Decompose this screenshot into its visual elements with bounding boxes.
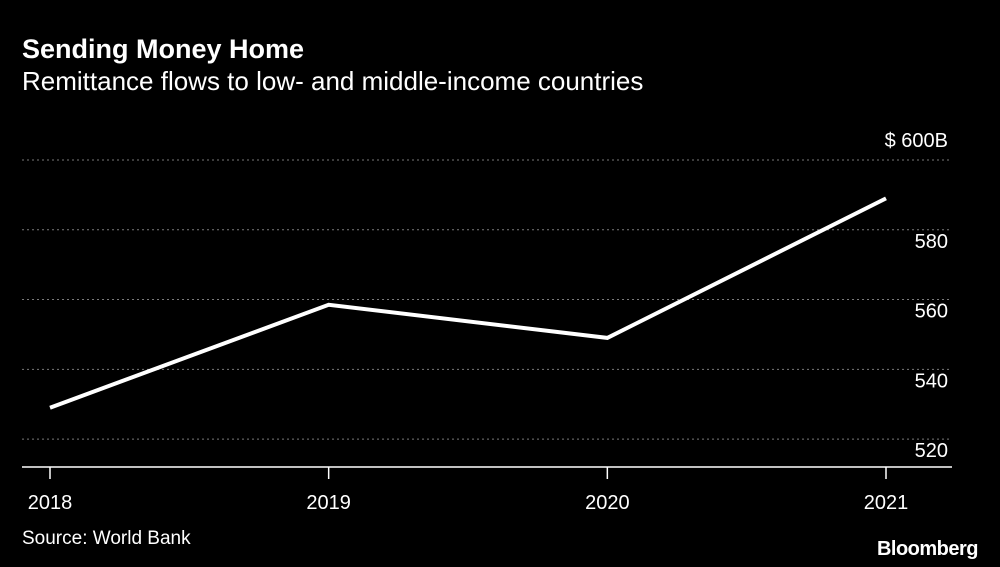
y-tick-label-600: $ 600B (885, 130, 948, 152)
x-tick-label-2018: 2018 (28, 492, 73, 514)
y-tick-label-540: 540 (915, 370, 948, 392)
y-tick-label-580: 580 (915, 231, 948, 253)
x-tick-label-2020: 2020 (585, 492, 630, 514)
y-tick-label-520: 520 (915, 440, 948, 462)
x-tick-label-2019: 2019 (306, 492, 351, 514)
source-note: Source: World Bank (22, 528, 191, 549)
bloomberg-logo: Bloomberg (876, 538, 979, 560)
series-line-0 (49, 196, 887, 410)
chart-title: Sending Money Home (22, 34, 305, 64)
x-tick-label-2021: 2021 (864, 492, 909, 514)
chart-subtitle: Remittance flows to low- and middle-inco… (22, 66, 644, 96)
y-tick-label-560: 560 (915, 301, 948, 323)
